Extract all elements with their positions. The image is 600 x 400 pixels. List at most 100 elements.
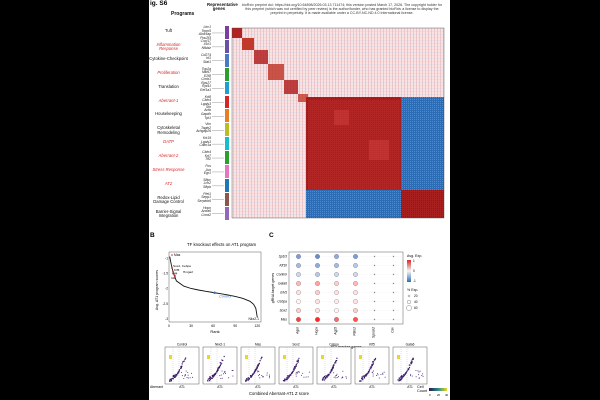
dot-plot-row-label: Cebpa bbox=[277, 300, 287, 304]
density-point bbox=[287, 376, 289, 378]
dot-plot-dot bbox=[296, 263, 301, 268]
program-name: Redox-Lipid Damage Control bbox=[153, 194, 184, 205]
program-color-band bbox=[225, 53, 229, 67]
density-point bbox=[407, 368, 409, 370]
rank-plot-ytick: -1.5 bbox=[163, 272, 169, 276]
density-point bbox=[178, 369, 181, 371]
density-point bbox=[365, 374, 367, 376]
zscore-legend: Z-Score -1 0 1 bbox=[402, 33, 442, 47]
density-point bbox=[223, 355, 225, 358]
density-point bbox=[293, 368, 295, 370]
density-point bbox=[180, 367, 182, 369]
density-point bbox=[289, 374, 291, 376]
rank-plot-label-sox2-cebpa: Sox2, Cebpa bbox=[173, 264, 191, 268]
rank-plot-ylabel: Avg. AT1 program scores bbox=[155, 270, 159, 310]
density-point bbox=[256, 367, 258, 369]
density-point-sparse bbox=[418, 377, 420, 379]
density-point bbox=[400, 379, 402, 381]
density-point bbox=[254, 371, 256, 373]
rank-plot-label-bottom: Nkx2-1 bbox=[249, 317, 260, 321]
density-subplot-title: Sox2 bbox=[292, 343, 299, 347]
program-genes: Cxcl17 Il1rl1 Nfkbiz bbox=[200, 38, 211, 51]
density-point bbox=[254, 370, 257, 372]
program-name: Housekeeping bbox=[155, 111, 182, 117]
dot-plot-col-label: Rtkn2 bbox=[353, 327, 357, 336]
density-point bbox=[207, 380, 209, 382]
density-point bbox=[332, 367, 334, 369]
density-point bbox=[325, 377, 327, 379]
rank-plot-xtick: 30 bbox=[189, 324, 193, 328]
density-point bbox=[410, 363, 412, 365]
density-point bbox=[290, 374, 292, 376]
program-name: Proliferation bbox=[157, 69, 180, 75]
density-point bbox=[297, 361, 299, 363]
dot-plot-col-label: Spock2 bbox=[372, 327, 376, 338]
density-point bbox=[397, 379, 399, 381]
density-point bbox=[215, 372, 217, 374]
program-name: DATP bbox=[163, 139, 174, 145]
density-point bbox=[216, 370, 218, 372]
density-point-sparse bbox=[336, 373, 338, 375]
density-subplot-frame bbox=[278, 346, 314, 385]
density-point bbox=[218, 366, 220, 368]
cell-count-label: Cell Count bbox=[417, 385, 428, 393]
density-point bbox=[365, 375, 367, 377]
density-point-sparse bbox=[342, 376, 343, 378]
density-point bbox=[293, 369, 295, 371]
heatmap-block-light-2 bbox=[369, 140, 389, 160]
dot-plot-dot bbox=[315, 290, 320, 295]
dot-plot-dot bbox=[373, 282, 376, 285]
dot-plot-dot bbox=[334, 254, 339, 259]
dot-legend-color-tick: 0 bbox=[413, 269, 415, 273]
rank-plot-red-point bbox=[173, 273, 175, 275]
density-point-sparse bbox=[225, 373, 226, 374]
density-point bbox=[178, 371, 180, 373]
density-point bbox=[174, 375, 176, 377]
density-point bbox=[291, 372, 293, 374]
dot-plot-col-label: Cav bbox=[391, 327, 395, 333]
density-point bbox=[260, 357, 262, 360]
dot-plot-dot bbox=[392, 282, 395, 285]
dot-plot-dot bbox=[334, 299, 339, 304]
density-point-sparse bbox=[422, 375, 424, 377]
program-color-band bbox=[225, 39, 229, 53]
density-point-sparse bbox=[383, 371, 385, 373]
density-point bbox=[174, 376, 176, 378]
density-point bbox=[181, 366, 183, 368]
density-point-sparse bbox=[307, 376, 309, 378]
density-point-sparse bbox=[378, 377, 380, 379]
count-tick: 40 bbox=[445, 393, 449, 397]
program-name: AT2 bbox=[164, 180, 173, 186]
dot-plot-dot bbox=[334, 290, 339, 295]
density-point bbox=[328, 374, 330, 376]
density-subplot-title: Mas bbox=[255, 343, 261, 347]
density-point bbox=[172, 375, 175, 378]
density-point-sparse bbox=[257, 370, 259, 372]
density-point bbox=[334, 362, 336, 364]
density-point bbox=[295, 365, 297, 367]
density-point-sparse bbox=[261, 375, 263, 376]
density-axis-label: AT1 bbox=[217, 385, 223, 389]
program-name: Inflammation Response bbox=[156, 41, 181, 52]
density-point bbox=[214, 374, 216, 376]
density-point bbox=[397, 379, 399, 381]
dot-plot-dot bbox=[296, 308, 301, 313]
density-point bbox=[325, 378, 327, 380]
density-point bbox=[257, 365, 259, 367]
density-point bbox=[256, 366, 258, 368]
density-point bbox=[325, 377, 327, 379]
dot-plot-dot bbox=[334, 281, 339, 286]
density-point bbox=[177, 371, 180, 373]
density-point-sparse bbox=[418, 371, 420, 373]
density-point bbox=[219, 362, 221, 364]
density-point bbox=[365, 373, 368, 375]
density-point bbox=[297, 360, 299, 362]
density-point bbox=[400, 378, 403, 380]
dot-legend-color-title: Avg. Exp. bbox=[407, 254, 422, 258]
density-point bbox=[220, 363, 222, 365]
dot-plot-frame bbox=[288, 251, 404, 325]
density-point bbox=[335, 360, 337, 362]
density-point bbox=[367, 371, 370, 373]
dot-plot-dot bbox=[296, 317, 301, 322]
density-point bbox=[404, 374, 406, 376]
